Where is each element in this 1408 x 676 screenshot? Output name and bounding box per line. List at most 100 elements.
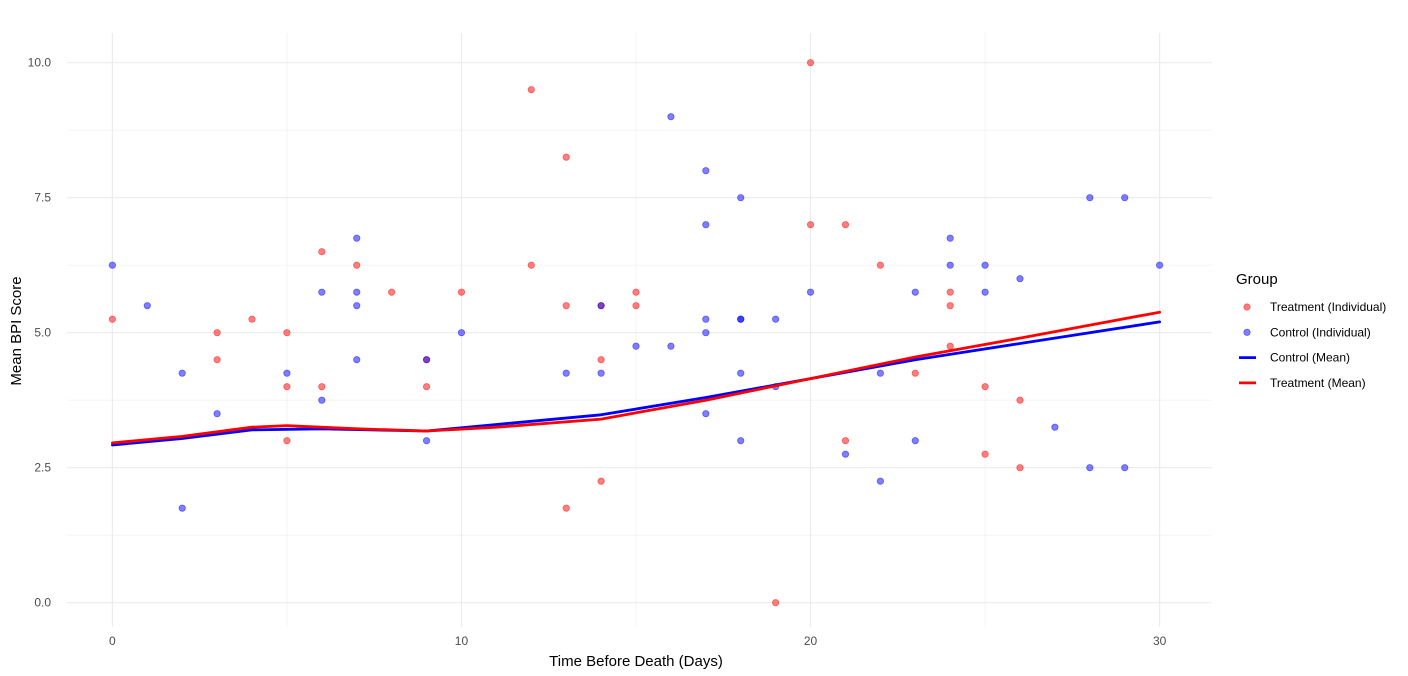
data-point xyxy=(388,288,396,296)
data-point xyxy=(1121,194,1129,202)
data-point xyxy=(1086,464,1094,472)
data-point xyxy=(841,221,850,229)
data-point xyxy=(911,288,919,296)
data-point xyxy=(318,248,326,256)
data-point xyxy=(318,396,326,404)
data-point xyxy=(562,369,570,377)
mean-line xyxy=(111,320,1161,447)
data-point xyxy=(737,194,745,202)
data-point xyxy=(213,356,221,364)
data-point xyxy=(562,153,570,161)
data-point xyxy=(213,410,221,418)
data-point xyxy=(527,261,535,269)
legend-entry-label: Control (Mean) xyxy=(1270,351,1350,365)
data-point xyxy=(946,234,954,242)
data-point xyxy=(632,342,640,350)
data-point xyxy=(702,315,710,323)
data-point xyxy=(667,113,675,121)
data-point xyxy=(981,261,989,269)
data-point xyxy=(806,288,815,296)
data-point xyxy=(597,302,605,310)
legend-title: Group xyxy=(1236,271,1278,288)
data-point xyxy=(283,437,291,445)
data-point xyxy=(457,329,466,337)
y-tick-label: 5.0 xyxy=(34,326,51,340)
x-tick-label: 0 xyxy=(109,634,116,648)
data-point xyxy=(841,450,850,458)
legend-key-point xyxy=(1243,328,1251,336)
grid xyxy=(67,33,1212,627)
data-point xyxy=(1016,464,1024,472)
mean-line xyxy=(111,310,1161,445)
data-point xyxy=(946,342,954,350)
data-point xyxy=(946,288,954,296)
data-point xyxy=(108,261,116,269)
data-point xyxy=(353,234,361,242)
data-point xyxy=(562,504,570,512)
data-point xyxy=(527,86,535,94)
x-axis-title: Time Before Death (Days) xyxy=(549,653,723,670)
data-point xyxy=(876,369,884,377)
legend-entry-label: Treatment (Mean) xyxy=(1270,376,1366,390)
data-point xyxy=(1016,275,1024,283)
data-point xyxy=(457,288,466,296)
data-point xyxy=(562,302,570,310)
data-point xyxy=(178,504,186,512)
data-point xyxy=(981,383,989,391)
data-point xyxy=(597,477,605,485)
y-tick-label: 10.0 xyxy=(28,56,52,70)
data-point xyxy=(632,288,640,296)
data-point xyxy=(248,315,256,323)
data-point xyxy=(353,356,361,364)
data-point xyxy=(981,288,989,296)
data-point xyxy=(702,410,710,418)
data-point xyxy=(737,437,745,445)
y-axis-title: Mean BPI Score xyxy=(8,276,25,385)
plot-area xyxy=(108,59,1164,607)
data-point xyxy=(318,288,326,296)
data-point xyxy=(353,288,361,296)
data-point xyxy=(702,329,710,337)
data-point xyxy=(911,369,919,377)
legend-key-point xyxy=(1243,303,1251,311)
data-point xyxy=(946,261,954,269)
data-point xyxy=(772,315,780,323)
legend-entry-label: Treatment (Individual) xyxy=(1270,300,1386,314)
y-axis: 0.0 2.5 5.0 7.5 10.0 xyxy=(28,56,52,610)
data-point xyxy=(283,329,291,337)
x-tick-label: 20 xyxy=(804,634,818,648)
data-point xyxy=(876,261,884,269)
data-point xyxy=(981,450,989,458)
data-point xyxy=(946,302,954,310)
data-point xyxy=(353,261,361,269)
data-point xyxy=(597,356,605,364)
data-point xyxy=(772,599,780,607)
data-point xyxy=(806,59,815,67)
data-point xyxy=(1086,194,1094,202)
y-tick-label: 2.5 xyxy=(34,461,51,475)
data-point xyxy=(1016,396,1024,404)
data-point xyxy=(178,369,186,377)
x-axis: 0 10 20 30 xyxy=(109,634,1167,648)
series-points xyxy=(108,113,1164,512)
data-point xyxy=(806,221,815,229)
data-point xyxy=(422,356,431,364)
data-point xyxy=(702,167,710,175)
x-tick-label: 30 xyxy=(1153,634,1167,648)
data-point xyxy=(422,383,431,391)
legend: Group Treatment (Individual) Control (Ind… xyxy=(1236,271,1386,390)
data-point xyxy=(422,437,431,445)
y-tick-label: 7.5 xyxy=(34,191,51,205)
data-point xyxy=(143,302,151,310)
data-point xyxy=(1121,464,1129,472)
data-point xyxy=(283,383,291,391)
x-tick-label: 10 xyxy=(455,634,469,648)
data-point xyxy=(1156,261,1164,269)
y-tick-label: 0.0 xyxy=(34,596,51,610)
data-point xyxy=(1051,423,1059,431)
data-point xyxy=(667,342,675,350)
data-point xyxy=(737,369,745,377)
legend-entry-label: Control (Individual) xyxy=(1270,325,1371,339)
data-point xyxy=(353,302,361,310)
